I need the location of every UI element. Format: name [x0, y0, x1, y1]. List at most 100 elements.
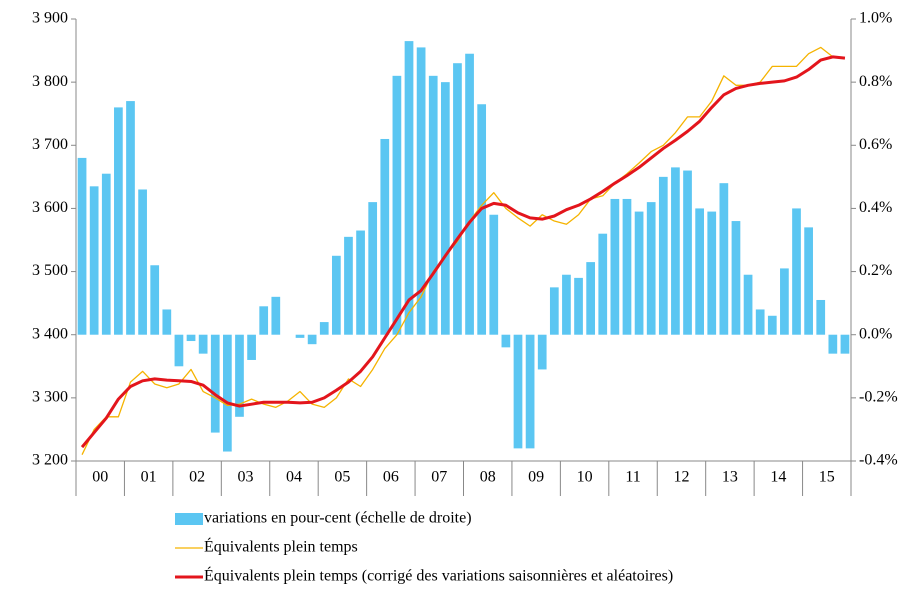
x-tick-label: 00: [92, 469, 108, 486]
bar: [210, 334, 220, 433]
bar: [126, 101, 135, 335]
bar: [162, 309, 172, 335]
y-tick-label: 3 300: [32, 389, 68, 406]
bar: [598, 233, 608, 335]
bar: [562, 274, 571, 335]
legend-label: Équivalents plein temps: [204, 537, 358, 556]
bar: [428, 75, 438, 335]
x-tick-label: 08: [480, 469, 496, 486]
bar: [695, 208, 704, 335]
bar: [574, 277, 583, 335]
bar: [198, 334, 208, 354]
x-tick-label: 05: [334, 469, 350, 486]
bar: [465, 53, 474, 335]
bar: [307, 334, 317, 345]
y2-tick-label: 0.8%: [859, 73, 892, 90]
bar: [707, 211, 717, 335]
bar: [755, 309, 765, 335]
bar: [319, 322, 329, 335]
bar: [792, 208, 801, 335]
x-tick-label: 15: [819, 469, 835, 486]
x-tick-label: 03: [238, 469, 254, 486]
y-tick-label: 3 200: [32, 452, 68, 469]
x-tick-label: 01: [141, 469, 157, 486]
bar: [586, 262, 596, 335]
bar: [489, 214, 499, 335]
bar: [101, 173, 111, 335]
line: [81, 46, 846, 455]
bar: [840, 334, 850, 354]
y-tick-label: 3 500: [32, 262, 68, 279]
bar: [683, 170, 692, 335]
bar: [89, 186, 99, 335]
bar: [186, 334, 196, 342]
bar: [525, 334, 535, 449]
bar: [780, 268, 789, 335]
y-tick-label: 3 600: [32, 199, 68, 216]
bar: [344, 236, 353, 335]
y2-tick-label: 0.6%: [859, 136, 892, 153]
bar: [380, 138, 390, 335]
bar: [671, 167, 680, 335]
bar: [356, 230, 365, 335]
bar: [828, 334, 838, 354]
bar: [259, 306, 269, 335]
bar: [731, 221, 741, 335]
x-tick-label: 10: [577, 469, 593, 486]
bar: [767, 315, 777, 335]
bar: [223, 334, 232, 452]
x-tick-label: 04: [286, 469, 302, 486]
y2-tick-label: -0.2%: [859, 389, 898, 406]
x-tick-label: 06: [383, 469, 399, 486]
bar: [634, 211, 644, 335]
y-tick-label: 3 900: [32, 10, 68, 27]
bar: [513, 334, 523, 449]
bar: [295, 334, 305, 338]
bar: [150, 265, 160, 335]
bar: [114, 107, 123, 335]
x-tick-label: 13: [722, 469, 738, 486]
y2-tick-label: -0.4%: [859, 452, 898, 469]
y2-tick-label: 0.4%: [859, 199, 892, 216]
bar: [247, 334, 256, 360]
x-tick-label: 14: [770, 469, 786, 486]
bar: [416, 47, 426, 335]
bar: [174, 334, 184, 367]
bar: [440, 82, 450, 335]
bar: [743, 274, 753, 335]
y-tick-label: 3 400: [32, 325, 68, 342]
y2-tick-label: 0.0%: [859, 325, 892, 342]
x-tick-label: 07: [431, 469, 447, 486]
bar: [549, 287, 559, 335]
bar: [658, 176, 668, 335]
y2-tick-label: 1.0%: [859, 10, 892, 27]
bar: [271, 296, 281, 335]
legend-label: variations en pour-cent (échelle de droi…: [204, 510, 472, 527]
y-tick-label: 3 700: [32, 136, 68, 153]
bar: [392, 75, 402, 335]
bar: [804, 227, 813, 335]
bar: [404, 41, 414, 335]
legend-label: Équivalents plein temps (corrigé des var…: [204, 566, 673, 585]
bar: [501, 334, 511, 348]
bar: [816, 299, 826, 335]
y-tick-label: 3 800: [32, 73, 68, 90]
x-tick-label: 02: [189, 469, 205, 486]
x-tick-label: 12: [673, 469, 689, 486]
bar: [368, 202, 378, 335]
legend-swatch: [175, 513, 203, 525]
bar: [719, 183, 729, 335]
bar: [646, 202, 656, 335]
y2-tick-label: 0.2%: [859, 262, 892, 279]
bar: [610, 198, 620, 335]
bar: [77, 157, 87, 335]
x-tick-label: 11: [625, 469, 640, 486]
bar: [537, 334, 547, 370]
line: [80, 55, 846, 449]
bar: [331, 255, 341, 335]
bar: [622, 198, 632, 335]
bar: [138, 189, 147, 335]
bar: [477, 104, 487, 335]
bar: [235, 334, 244, 417]
